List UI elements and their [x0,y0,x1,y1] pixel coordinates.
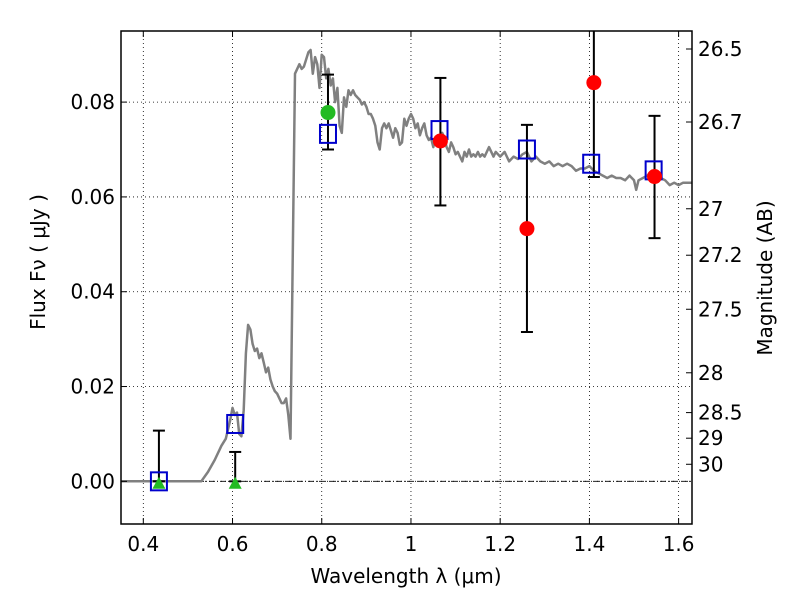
red-data-point [519,221,535,237]
green-triangle-marker [152,476,166,489]
x-tick-label: 0.6 [217,532,249,556]
right-tick-label: 27.5 [698,297,743,321]
red-data-point [586,75,602,91]
y-axis-title: Flux Fν ( μJy ) [26,194,50,330]
x-tick-label: 1.4 [573,532,605,556]
ticks [121,31,692,524]
y-tick-label: 0.02 [70,375,115,399]
grid [121,31,692,524]
model-square-marker [582,153,601,174]
y-tick-label: 0.08 [70,90,115,114]
tick-labels: 0.4 0.6 0.8 1 1.2 1.4 1.6 0.00 0.02 0.04 0.06 0.08 2… [70,37,742,556]
model-square-marker [517,139,536,160]
green-data-point [320,105,336,121]
x-axis-title: Wavelength λ (μm) [310,564,501,588]
y-tick-label: 0.06 [70,185,115,209]
sed-model-line [121,48,692,483]
right-tick-label: 27.2 [698,243,743,267]
right-tick-label: 30 [698,452,723,476]
x-tick-label: 1.6 [663,532,695,556]
x-tick-label: 1 [405,532,418,556]
right-tick-label: 26.7 [698,110,743,134]
right-tick-label: 29 [698,426,723,450]
x-tick-label: 0.4 [127,532,159,556]
right-tick-label: 27 [698,197,723,221]
right-tick-label: 28 [698,361,723,385]
model-square-marker [226,413,245,434]
green-triangle-marker [228,476,242,489]
y-tick-label: 0.04 [70,280,115,304]
x-tick-label: 0.8 [306,532,338,556]
right-axis-title: Magnitude (AB) [753,200,777,355]
red-data-point [647,169,663,185]
red-data-point [432,133,448,149]
plot-frame [120,30,693,525]
model-square-marker [318,123,337,144]
y-tick-label: 0.00 [70,469,115,493]
error-bars [152,31,661,483]
right-tick-label: 28.5 [698,401,743,425]
x-tick-label: 1.2 [484,532,516,556]
right-tick-label: 26.5 [698,37,743,61]
series-layer [121,48,692,483]
model-square-marker [149,471,168,492]
markers [149,75,663,492]
